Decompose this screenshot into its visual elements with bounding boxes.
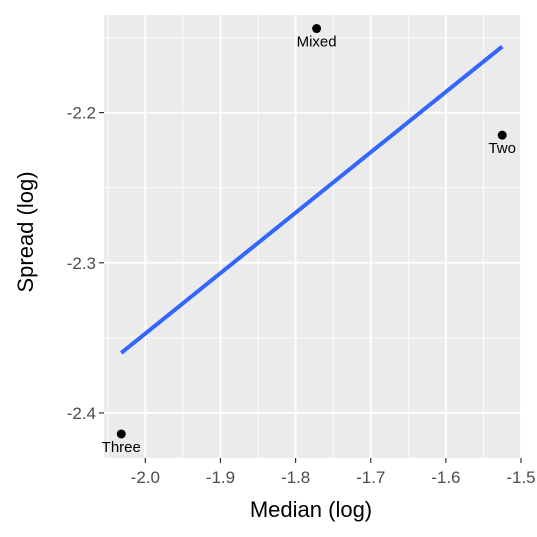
major-gridlines xyxy=(104,15,522,458)
x-tick-label: -1.5 xyxy=(506,468,535,487)
y-tick-labels: -2.2 -2.3 -2.4 xyxy=(67,104,96,423)
x-tick-label: -1.9 xyxy=(206,468,235,487)
x-tick-label: -1.7 xyxy=(356,468,385,487)
fit-line xyxy=(120,44,504,355)
axis-ticks xyxy=(99,112,522,463)
x-tick-label: -1.6 xyxy=(431,468,460,487)
y-axis-title: Spread (log) xyxy=(13,171,38,292)
y-tick-label: -2.4 xyxy=(67,404,96,423)
point-label: Two xyxy=(488,140,516,157)
x-tick-labels: -2.0 -1.9 -1.8 -1.7 -1.6 -1.5 xyxy=(131,468,536,487)
point-label: Three xyxy=(102,439,141,456)
x-axis-title: Median (log) xyxy=(250,497,372,522)
data-point xyxy=(497,130,507,140)
x-tick-label: -2.0 xyxy=(131,468,160,487)
y-tick-label: -2.3 xyxy=(67,254,96,273)
data-point xyxy=(312,24,322,34)
x-tick-label: -1.8 xyxy=(281,468,310,487)
points-layer: Mixed Two Three xyxy=(102,24,516,456)
minor-gridlines xyxy=(104,15,521,458)
fit-line-layer xyxy=(120,44,504,355)
y-tick-label: -2.2 xyxy=(67,104,96,123)
data-point xyxy=(116,429,126,439)
point-label: Mixed xyxy=(297,34,337,51)
